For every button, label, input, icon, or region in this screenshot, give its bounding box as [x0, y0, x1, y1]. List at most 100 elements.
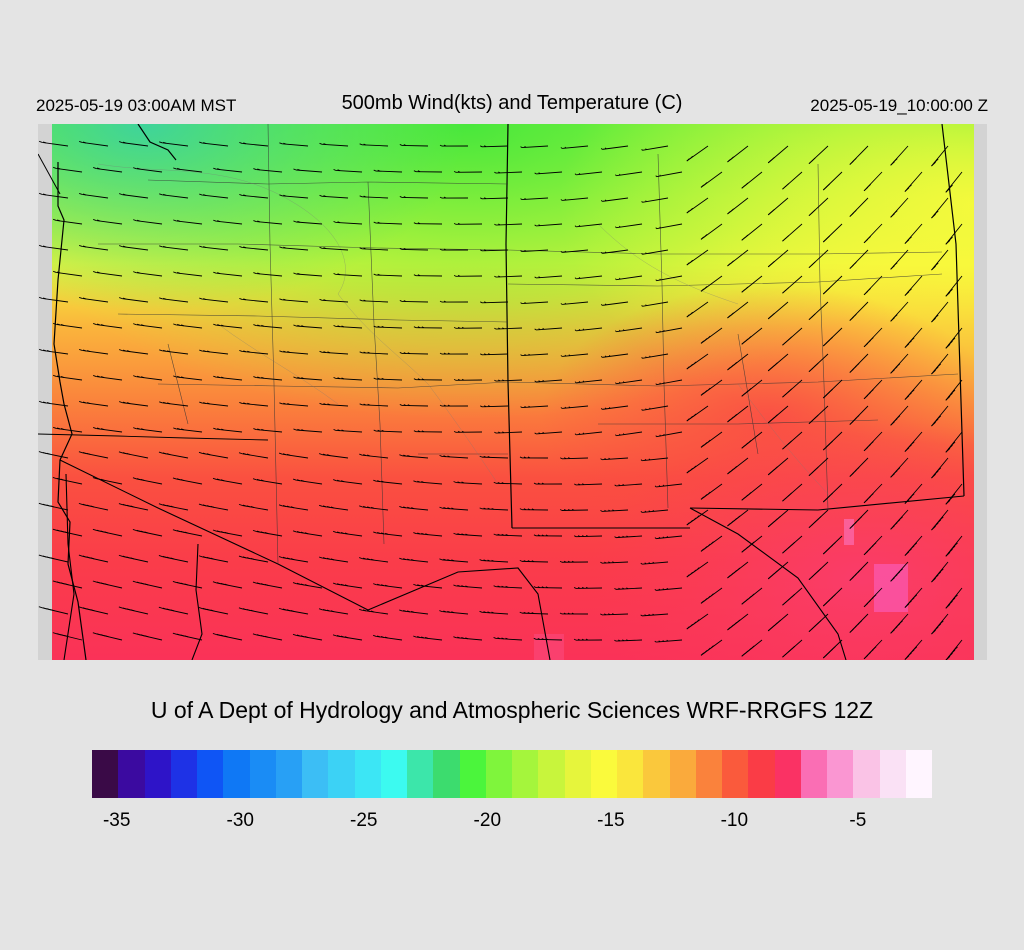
wind-barb	[727, 249, 749, 267]
wind-barb	[741, 535, 763, 553]
wind-barb	[890, 457, 909, 478]
wind-barb	[822, 327, 843, 347]
wind-barb	[132, 632, 163, 641]
wind-barb	[332, 634, 363, 641]
wind-barb	[52, 477, 83, 485]
colorbar-cell	[643, 750, 670, 798]
wind-barb	[822, 639, 843, 659]
colorbar-cell	[512, 750, 539, 798]
wind-barb	[600, 249, 629, 254]
wind-barb	[373, 634, 403, 641]
wind-barb	[600, 457, 629, 461]
wind-barb	[808, 197, 829, 217]
wind-barb	[373, 479, 403, 485]
wind-barb	[849, 405, 869, 425]
wind-barb	[782, 535, 803, 554]
wind-barb	[945, 431, 963, 453]
wind-barb	[904, 223, 923, 244]
warm-region-overlay	[52, 124, 974, 660]
temperature-colorbar	[92, 750, 932, 798]
wind-barb	[559, 560, 589, 563]
wind-barb	[767, 405, 789, 424]
wind-barb	[641, 249, 669, 255]
wind-barb	[741, 171, 763, 189]
wind-barb	[119, 141, 149, 147]
colorbar-tick-label: -25	[350, 810, 378, 831]
wind-barb	[863, 483, 883, 504]
wind-barb	[79, 140, 109, 147]
wind-barb	[92, 580, 123, 589]
wind-barb	[727, 613, 749, 631]
wind-barb	[278, 607, 309, 615]
wind-barb	[890, 301, 909, 322]
colorbar-cell	[590, 750, 617, 798]
wind-barb	[213, 375, 243, 381]
wind-barb	[399, 506, 429, 511]
wind-barb	[520, 145, 549, 149]
wind-barb	[655, 171, 683, 178]
wind-barb	[641, 197, 669, 203]
colorbar-cell	[144, 750, 171, 798]
wind-barb	[700, 535, 723, 552]
wind-barb	[494, 327, 523, 330]
wind-barb	[52, 218, 83, 225]
wind-barb	[479, 559, 509, 563]
wind-barb	[52, 632, 83, 641]
wind-barb	[252, 478, 283, 485]
wind-barb	[727, 509, 749, 527]
wind-barb	[615, 379, 643, 385]
wind-barb	[560, 301, 589, 305]
wind-barbs	[38, 140, 963, 660]
wind-barb	[252, 633, 283, 641]
wind-barb	[574, 171, 603, 176]
wind-barb	[413, 532, 443, 537]
wind-barb	[212, 581, 243, 589]
wind-barb	[133, 427, 163, 433]
wind-barb	[359, 195, 389, 199]
wind-barb	[132, 580, 163, 589]
wind-barb	[686, 249, 709, 266]
wind-barb	[172, 632, 203, 641]
wind-barb	[439, 196, 469, 199]
colorbar-cell	[433, 750, 460, 798]
wind-barb	[849, 197, 869, 217]
wind-barb	[767, 197, 789, 216]
wind-barb	[559, 612, 589, 615]
wind-barb	[782, 275, 803, 294]
wind-barb	[480, 197, 509, 200]
wind-barb	[533, 534, 563, 537]
wind-barb	[767, 509, 789, 528]
wind-barb	[253, 272, 283, 277]
wind-barb	[655, 223, 683, 230]
wind-barb	[252, 581, 283, 589]
colorbar-cell	[905, 750, 932, 798]
wind-barb	[399, 557, 429, 563]
wind-barb	[93, 375, 123, 381]
wind-barb	[931, 249, 949, 271]
wind-barb	[520, 197, 549, 201]
wind-barb	[560, 353, 589, 357]
wind-barb	[293, 272, 323, 277]
wind-barb	[493, 533, 523, 537]
wind-barb	[560, 457, 589, 460]
wind-barb	[727, 301, 749, 319]
wind-barb	[78, 502, 109, 511]
wind-barb	[38, 192, 69, 199]
wind-barb	[93, 323, 123, 329]
colorbar-cell	[249, 750, 276, 798]
wind-barb	[615, 275, 643, 281]
wind-barb	[534, 327, 563, 331]
wind-barb	[741, 327, 763, 345]
colorbar-labels: -35 -30 -25 -20 -15 -10 -5	[0, 810, 1024, 840]
colorbar-cell	[459, 750, 486, 798]
wind-barb	[808, 561, 829, 581]
wind-barb	[614, 587, 643, 590]
wind-barb	[533, 482, 563, 485]
wind-barb	[199, 141, 229, 147]
wind-barb	[292, 530, 323, 537]
wind-barb	[132, 477, 163, 485]
wind-barb	[439, 506, 469, 511]
valid-time-local: 2025-05-19 03:00AM MST	[36, 96, 237, 115]
wind-barb	[359, 403, 389, 407]
wind-barb	[494, 379, 523, 382]
